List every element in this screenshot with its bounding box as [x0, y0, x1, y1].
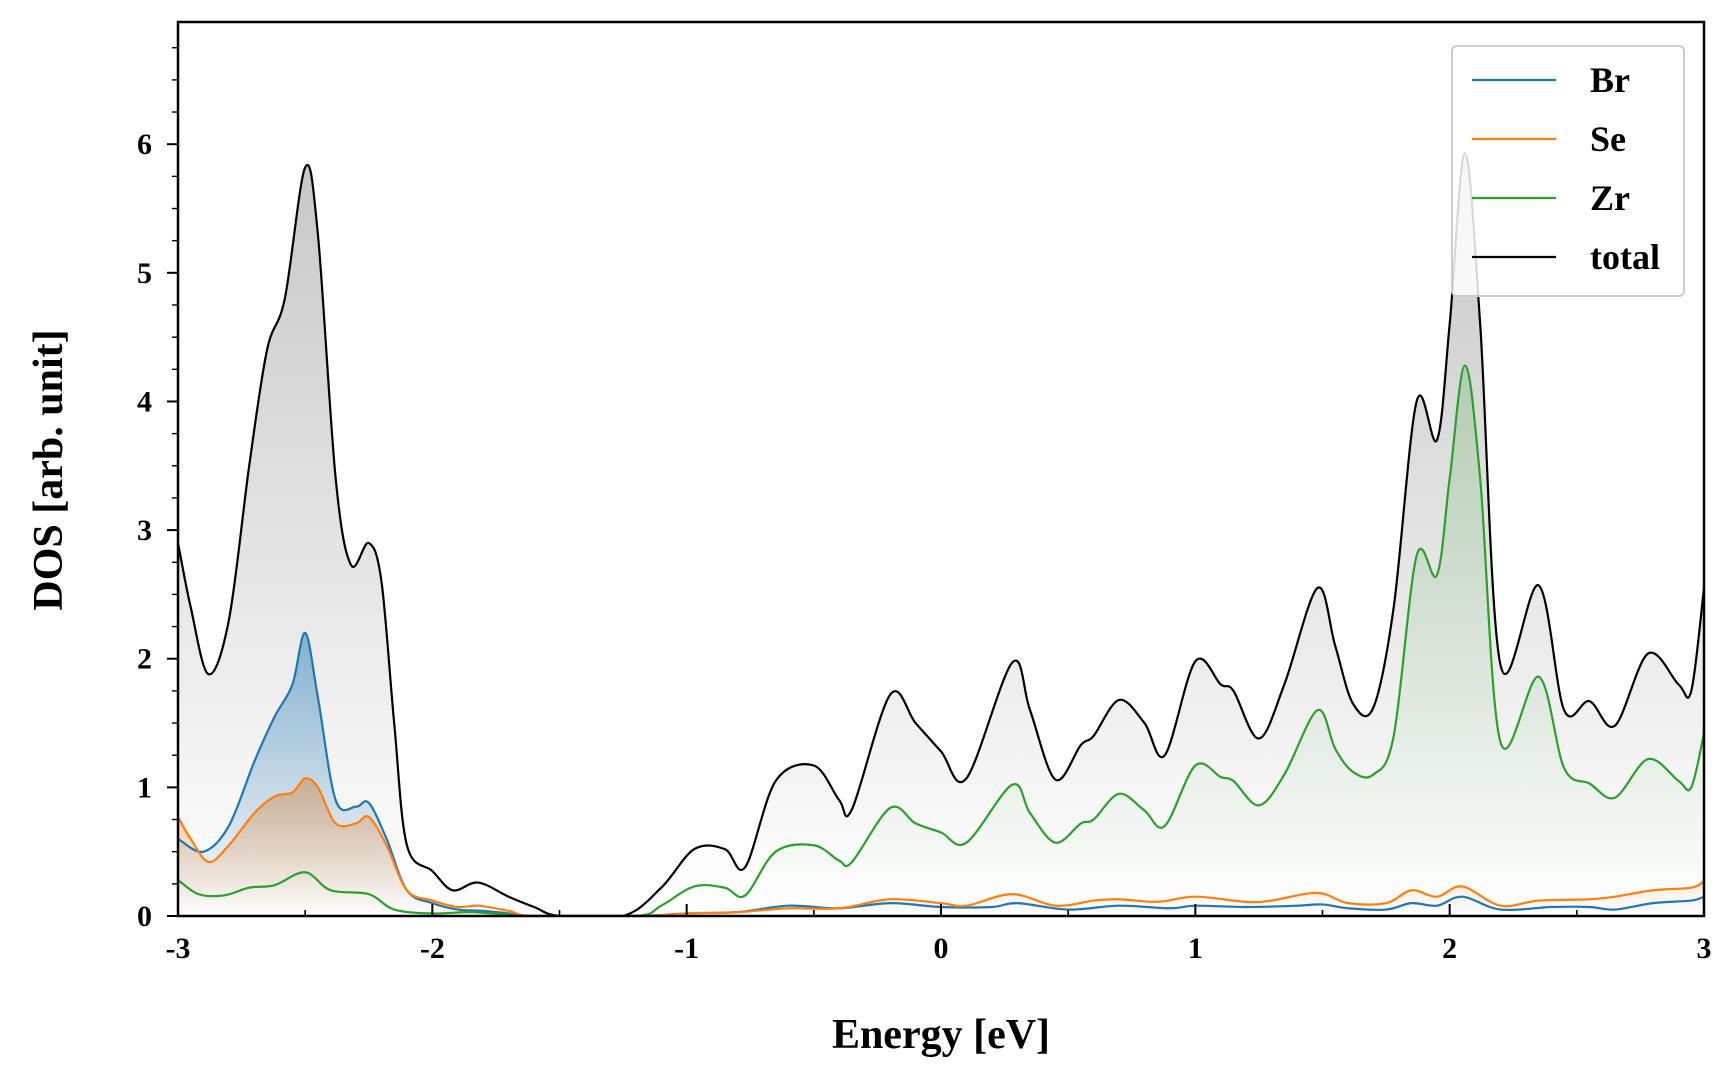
y-tick-label: 1	[137, 771, 152, 804]
zr-legend-label: Zr	[1590, 178, 1630, 218]
br-fill-area	[178, 632, 1704, 916]
y-tick-label: 3	[137, 514, 152, 547]
x-axis: -3 -2 -1 0 1 2 3	[166, 904, 1712, 965]
y-tick-label: 0	[137, 900, 152, 933]
se-series-line	[178, 777, 1704, 916]
y-tick-label: 4	[137, 385, 152, 418]
x-tick-label: -2	[420, 932, 445, 965]
x-axis-label: Energy [eV]	[832, 1012, 1050, 1058]
zr-series-line	[178, 364, 1704, 916]
y-tick-label: 6	[137, 128, 152, 161]
x-tick-label: -1	[674, 932, 699, 965]
y-tick-label: 5	[137, 257, 152, 290]
x-tick-label: 3	[1697, 932, 1712, 965]
br-legend-label: Br	[1590, 60, 1630, 100]
y-axis: 0 1 2 3 4 5 6	[137, 47, 178, 933]
x-tick-label: 1	[1188, 932, 1203, 965]
x-tick-label: -3	[166, 932, 191, 965]
legend: Br Se Zr total	[1451, 45, 1685, 297]
x-tick-label: 0	[934, 932, 949, 965]
zr-fill-area	[178, 365, 1704, 916]
series-fills	[178, 153, 1704, 916]
y-tick-label: 2	[137, 643, 152, 676]
x-tick-label: 2	[1442, 932, 1457, 965]
total-legend-label: total	[1590, 237, 1660, 277]
se-legend-label: Se	[1590, 119, 1626, 159]
y-axis-label: DOS [arb. unit]	[26, 329, 72, 610]
legend-box	[1451, 45, 1685, 297]
